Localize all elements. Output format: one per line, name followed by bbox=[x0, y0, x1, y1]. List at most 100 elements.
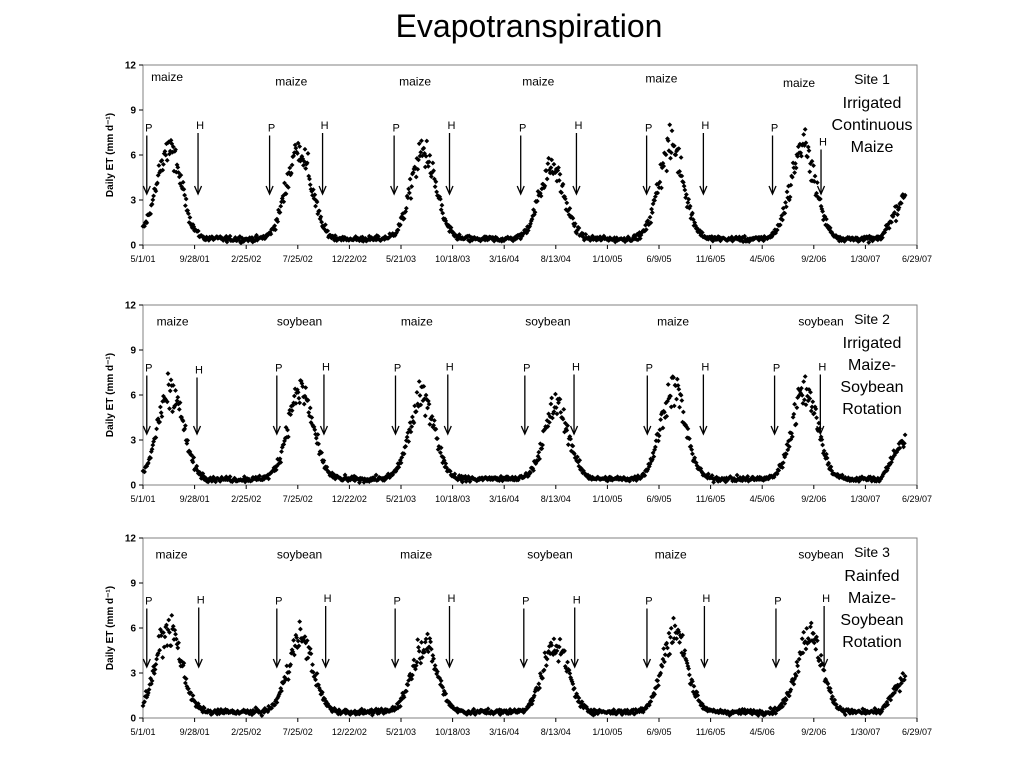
planting-arrowhead bbox=[516, 185, 525, 196]
data-point bbox=[315, 432, 321, 437]
data-point bbox=[551, 636, 557, 642]
data-point bbox=[421, 383, 427, 389]
data-point bbox=[810, 399, 816, 405]
data-point bbox=[801, 379, 807, 385]
data-point bbox=[401, 216, 407, 222]
data-point bbox=[438, 678, 444, 684]
data-point bbox=[332, 472, 337, 478]
data-point bbox=[537, 456, 542, 462]
data-point bbox=[832, 697, 838, 703]
data-point bbox=[319, 219, 325, 225]
data-point bbox=[529, 701, 535, 707]
data-point bbox=[427, 636, 433, 641]
planting-arrowhead bbox=[768, 185, 777, 196]
harvest-label: H bbox=[818, 362, 826, 374]
data-point bbox=[786, 444, 792, 450]
data-point bbox=[821, 448, 827, 454]
data-point bbox=[319, 689, 325, 695]
chart-panel-2: 0 3 6 9 12 Daily ET (mm d⁻¹) 5/1/01 9/28/01 2/25… bbox=[105, 301, 932, 505]
data-point bbox=[434, 436, 440, 441]
data-point bbox=[796, 656, 802, 662]
data-point bbox=[175, 645, 181, 651]
planting-arrowhead bbox=[265, 185, 274, 196]
data-point bbox=[807, 169, 813, 175]
data-point bbox=[805, 154, 810, 160]
data-point bbox=[647, 214, 653, 220]
data-point bbox=[187, 215, 193, 220]
data-point bbox=[153, 435, 159, 440]
planting-label: P bbox=[774, 596, 781, 608]
harvest-label: H bbox=[822, 593, 830, 605]
planting-arrowhead bbox=[272, 425, 281, 436]
harvest-label: H bbox=[197, 595, 205, 607]
data-point bbox=[266, 476, 272, 482]
data-point bbox=[313, 435, 319, 441]
planting-label: P bbox=[275, 363, 282, 375]
x-tick-label: 6/9/05 bbox=[646, 494, 671, 504]
planting-label: P bbox=[145, 363, 152, 375]
data-point bbox=[375, 477, 381, 483]
data-point bbox=[322, 222, 328, 228]
data-point bbox=[204, 477, 210, 483]
data-point bbox=[556, 178, 562, 183]
y-tick-label: 12 bbox=[125, 301, 137, 312]
data-point bbox=[827, 686, 833, 691]
x-tick-label: 7/25/02 bbox=[283, 254, 313, 264]
data-point bbox=[416, 648, 422, 654]
data-point bbox=[409, 676, 415, 682]
data-point bbox=[152, 186, 158, 192]
data-point bbox=[312, 427, 318, 433]
x-tick-label: 12/22/02 bbox=[332, 727, 367, 737]
site-label-line: Maize bbox=[851, 139, 894, 156]
data-point bbox=[182, 203, 188, 209]
data-point bbox=[158, 410, 164, 416]
data-point bbox=[814, 415, 819, 421]
data-point bbox=[159, 157, 165, 163]
data-point bbox=[685, 200, 691, 205]
data-point bbox=[660, 160, 666, 166]
data-point bbox=[398, 460, 404, 466]
data-point bbox=[416, 644, 421, 650]
data-point bbox=[648, 699, 654, 704]
data-point bbox=[705, 471, 711, 477]
data-point bbox=[680, 632, 685, 638]
data-point bbox=[798, 390, 804, 396]
data-point bbox=[156, 163, 162, 168]
data-point bbox=[160, 167, 166, 173]
data-point bbox=[548, 401, 554, 407]
data-point bbox=[650, 201, 656, 207]
data-point bbox=[626, 235, 632, 241]
harvest-arrowhead bbox=[699, 185, 708, 196]
data-point bbox=[828, 689, 834, 695]
data-point bbox=[293, 145, 299, 151]
data-point bbox=[190, 459, 196, 465]
data-point bbox=[901, 440, 907, 446]
data-point bbox=[419, 138, 424, 144]
data-point bbox=[689, 447, 695, 453]
data-point bbox=[170, 623, 176, 629]
data-point bbox=[439, 202, 445, 208]
x-tick-label: 10/18/03 bbox=[435, 494, 470, 504]
data-point bbox=[426, 401, 432, 407]
data-point bbox=[307, 405, 313, 411]
data-point bbox=[840, 235, 846, 241]
data-point bbox=[271, 465, 277, 471]
data-point bbox=[291, 652, 297, 658]
data-point bbox=[191, 455, 197, 460]
data-point bbox=[325, 228, 331, 234]
data-point bbox=[486, 236, 492, 242]
data-point bbox=[681, 651, 687, 657]
data-point bbox=[405, 430, 411, 436]
data-point bbox=[814, 638, 820, 644]
data-point bbox=[163, 152, 169, 158]
x-tick-label: 6/9/05 bbox=[646, 254, 671, 264]
data-point bbox=[699, 230, 705, 235]
site-label-line: Site 2 bbox=[854, 311, 890, 327]
data-point bbox=[542, 650, 548, 656]
data-point bbox=[167, 388, 173, 394]
data-point bbox=[193, 465, 199, 471]
data-point bbox=[298, 626, 303, 632]
data-point bbox=[668, 404, 674, 410]
data-point bbox=[273, 227, 278, 233]
data-point bbox=[678, 392, 684, 398]
